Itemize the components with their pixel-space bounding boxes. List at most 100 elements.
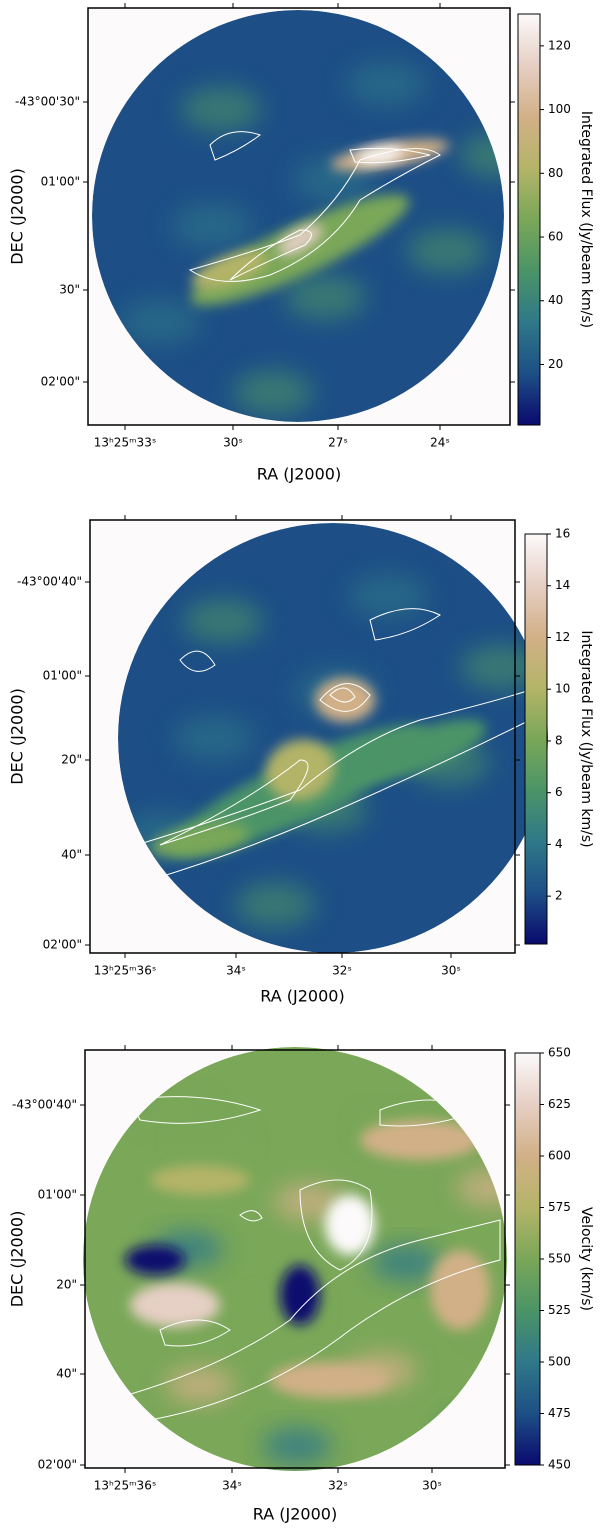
map [118,523,548,953]
panel: 13ʰ25ᵐ36ˢ 34ˢ 32ˢ 30ˢ -43°00'40" 01'00" 20" 40"… [8,515,594,1006]
contour [329,687,356,703]
colorbar-tick-label: 450 [548,1458,571,1472]
map-blob [183,599,263,643]
map-feature [360,1120,480,1160]
y-tick-label: 01'00" [38,1188,77,1202]
x-tick-label: 34ˢ [222,1479,242,1493]
map-feature [280,1265,320,1325]
y-tick-label: 40" [61,848,82,862]
map-blob [285,275,365,319]
plot-frame [87,7,511,426]
colorbar-tick-label: 475 [548,1406,571,1420]
colorbar-tick-label: 14 [555,578,570,592]
colorbar-tick-label: 6 [555,785,563,799]
y-tick-label: 02'00" [41,375,80,389]
map-feature [353,719,487,781]
contour [188,148,441,282]
contour [129,1096,262,1124]
y-tick-label: 20" [56,1278,77,1292]
map-blob [177,1123,247,1159]
colorbar-tick-label: 575 [548,1200,571,1214]
contour [119,689,531,881]
map-feature [355,146,405,164]
map-blob [233,371,313,415]
map-feature [125,1245,185,1275]
panel: 13ʰ25ᵐ33ˢ 30ˢ 27ˢ 24ˢ -43°00'30" 01'00" 30" 02'… [8,3,594,484]
x-axis-label: RA (J2000) [257,465,341,484]
x-tick-label: 34ˢ [226,964,246,978]
colorbar-tick-label: 20 [548,357,563,371]
contour [319,683,371,712]
x-tick-label: 13ʰ25ᵐ36ˢ [94,964,157,978]
map-blob [262,1428,332,1464]
plot-frame [89,519,516,954]
x-axis-label: RA (J2000) [260,987,344,1006]
colorbar-tick-label: 600 [548,1149,571,1163]
x-tick-label: 13ʰ25ᵐ36ˢ [94,1479,157,1493]
map-blob [456,1170,507,1206]
x-tick-label: 32ˢ [328,1479,348,1493]
colorbar-tick-label: 40 [548,293,563,307]
colorbar [514,1052,541,1466]
colorbar-tick-label: 650 [548,1046,571,1060]
colorbar-label: Integrated Flux (Jy/beam km/s) [578,630,594,847]
map-blob [181,87,261,131]
y-tick-label: 20" [61,753,82,767]
x-tick-label: 24ˢ [430,436,450,450]
contour [209,131,262,161]
colorbar-tick-label: 100 [548,102,571,116]
y-tick-label: -43°00'30" [15,95,80,109]
y-tick-label: 02'00" [38,1458,77,1472]
colorbar-label: Velocity (km/s) [578,1207,594,1311]
colorbar-tick-label: 500 [548,1355,571,1369]
x-tick-label: 30ˢ [441,964,461,978]
x-tick-label: 32ˢ [332,964,352,978]
map-feature [130,1283,220,1327]
y-tick-label: -43°00'40" [17,575,82,589]
y-tick-label: 40" [56,1367,77,1381]
map-blob [407,229,487,273]
map-feature [150,1165,250,1195]
y-tick-label: 01'00" [41,175,80,189]
panel: 13ʰ25ᵐ36ˢ 34ˢ 32ˢ 30ˢ -43°00'40" 01'00" 20" 40"… [8,1045,594,1524]
map-blob [165,1367,235,1403]
map-feature [277,224,323,256]
y-tick-label: -43°00'40" [12,1098,77,1112]
map-feature [150,822,250,858]
contour [108,1219,501,1421]
map-blob [346,62,426,106]
x-tick-label: 27ˢ [328,436,348,450]
contour [369,608,441,641]
contour [179,650,216,672]
x-tick-label: 30ˢ [223,436,243,450]
map-blob [120,300,200,344]
y-tick-label: 01'00" [43,669,82,683]
colorbar [524,533,548,945]
contour [159,759,309,846]
colorbar-tick-label: 4 [555,837,563,851]
contour [349,147,431,164]
map-blob [174,716,254,760]
colorbar-tick-label: 120 [548,38,571,52]
colorbar-tick-label: 16 [555,527,570,541]
colorbar-tick-label: 525 [548,1303,571,1317]
colorbar-tick-label: 12 [555,630,570,644]
map-base [92,10,504,422]
colorbar-tick-label: 80 [548,166,563,180]
colorbar-tick-label: 60 [548,230,563,244]
colorbar-tick-label: 550 [548,1252,571,1266]
colorbar-tick-label: 625 [548,1097,571,1111]
plot-frame [84,1049,506,1469]
map-blob [348,574,428,618]
map-blob [461,645,541,689]
contour [159,1319,231,1347]
colorbar-label: Integrated Flux (Jy/beam km/s) [578,111,594,328]
contour [229,229,312,281]
map-blob [172,204,252,248]
map-blob [274,1184,344,1220]
y-axis-label: DEC (J2000) [8,688,27,785]
y-tick-label: 30" [59,283,80,297]
y-tick-label: 02'00" [43,938,82,952]
colorbar-tick-label: 10 [555,682,570,696]
